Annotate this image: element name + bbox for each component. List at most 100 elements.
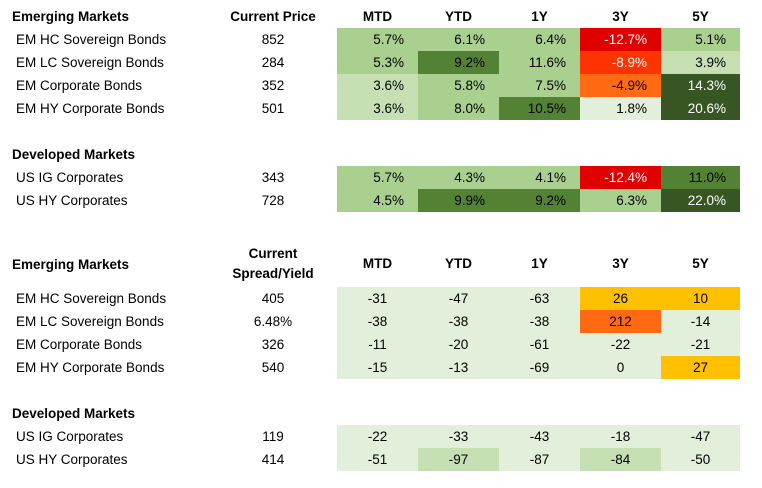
y3-cell: -12.4%: [580, 166, 661, 189]
y1-cell: -61: [499, 333, 580, 356]
row-label: EM HY Corporate Bonds: [16, 101, 165, 116]
metric-cell: 414: [261, 452, 285, 467]
row-label: EM HC Sovereign Bonds: [16, 291, 167, 306]
ytd-cell: -20: [418, 333, 499, 356]
y5-cell: 20.6%: [661, 97, 740, 120]
mtd-cell: 3.6%: [337, 97, 418, 120]
y1-cell: -87: [499, 448, 580, 471]
y5-cell: 10: [661, 287, 740, 310]
y3-cell: 212: [580, 310, 661, 333]
spread-header-line2: Spread/Yield: [232, 266, 314, 281]
spreads-header-row: Emerging Markets Current Spread/Yield MTD…: [0, 241, 740, 287]
y3-cell: 26: [580, 287, 661, 310]
y3-cell: -22: [580, 333, 661, 356]
y3-cell: 0: [580, 356, 661, 379]
row-label: US IG Corporates: [16, 429, 124, 444]
table-row: US IG Corporates 343 5.7% 4.3% 4.1% -12.4% 11.…: [0, 166, 740, 189]
mtd-cell: -38: [337, 310, 418, 333]
row-label: EM Corporate Bonds: [16, 337, 143, 352]
price-header: Current Price: [230, 9, 316, 24]
mtd-cell: -11: [337, 333, 418, 356]
ytd-cell: 8.0%: [418, 97, 499, 120]
group-header: Emerging Markets: [12, 9, 130, 24]
y5-cell: -50: [661, 448, 740, 471]
y5-cell: -14: [661, 310, 740, 333]
ytd-cell: 6.1%: [418, 28, 499, 51]
spreads-table: Emerging Markets Current Spread/Yield MTD…: [0, 241, 740, 471]
y1-cell: 7.5%: [499, 74, 580, 97]
y3-cell: -4.9%: [580, 74, 661, 97]
ytd-header: YTD: [445, 9, 472, 24]
table-row: EM HY Corporate Bonds 501 3.6% 8.0% 10.5% 1.8…: [0, 97, 740, 120]
y5-cell: -21: [661, 333, 740, 356]
metric-cell: 6.48%: [253, 314, 293, 329]
spread-header: Current Spread/Yield: [209, 241, 337, 287]
ytd-cell: -38: [418, 310, 499, 333]
y3-cell: -12.7%: [580, 28, 661, 51]
y1-cell: 9.2%: [499, 189, 580, 212]
ytd-cell: 5.8%: [418, 74, 499, 97]
metric-cell: 352: [261, 78, 285, 93]
y5-cell: 27: [661, 356, 740, 379]
metric-cell: 326: [261, 337, 285, 352]
y1-header: 1Y: [531, 9, 548, 24]
y3-header: 3Y: [612, 9, 629, 24]
row-label: US HY Corporates: [16, 193, 128, 208]
y3-cell: -8.9%: [580, 51, 661, 74]
ytd-cell: -97: [418, 448, 499, 471]
ytd-cell: -33: [418, 425, 499, 448]
table-row: EM Corporate Bonds 352 3.6% 5.8% 7.5% -4.9% 14…: [0, 74, 740, 97]
y3-cell: -18: [580, 425, 661, 448]
ytd-cell: 9.2%: [418, 51, 499, 74]
y1-cell: 4.1%: [499, 166, 580, 189]
row-label: EM HY Corporate Bonds: [16, 360, 165, 375]
mtd-cell: -31: [337, 287, 418, 310]
table-row: EM LC Sovereign Bonds 6.48% -38 -38 -38 212 -1…: [0, 310, 740, 333]
y5-cell: 5.1%: [661, 28, 740, 51]
mtd-cell: -51: [337, 448, 418, 471]
row-label: US HY Corporates: [16, 452, 128, 467]
mtd-header: MTD: [362, 256, 393, 271]
row-label: EM LC Sovereign Bonds: [16, 55, 164, 70]
y5-cell: 3.9%: [661, 51, 740, 74]
y1-cell: 11.6%: [499, 51, 580, 74]
metric-cell: 540: [261, 360, 285, 375]
mtd-header: MTD: [362, 9, 393, 24]
y5-cell: 14.3%: [661, 74, 740, 97]
y1-cell: -43: [499, 425, 580, 448]
metric-cell: 284: [261, 55, 285, 70]
table-row: EM HY Corporate Bonds 540 -15 -13 -69 0 27: [0, 356, 740, 379]
group-header: Emerging Markets: [12, 256, 130, 272]
mtd-cell: 5.7%: [337, 166, 418, 189]
mtd-cell: -22: [337, 425, 418, 448]
table-row: EM HC Sovereign Bonds 405 -31 -47 -63 26 10: [0, 287, 740, 310]
y5-cell: 11.0%: [661, 166, 740, 189]
mtd-cell: 5.7%: [337, 28, 418, 51]
table-row: US HY Corporates 728 4.5% 9.9% 9.2% 6.3% 22.0%: [0, 189, 740, 212]
ytd-cell: -13: [418, 356, 499, 379]
spread-header-line1: Current: [248, 246, 298, 261]
ytd-cell: 9.9%: [418, 189, 499, 212]
y5-header: 5Y: [692, 256, 709, 271]
y5-header: 5Y: [692, 9, 709, 24]
mtd-cell: -15: [337, 356, 418, 379]
ytd-header: YTD: [445, 256, 472, 271]
table-row: EM Corporate Bonds 326 -11 -20 -61 -22 -21: [0, 333, 740, 356]
metric-cell: 119: [262, 429, 284, 444]
dm-group-header: Developed Markets: [12, 406, 136, 421]
dm-header-row: Developed Markets: [0, 402, 740, 425]
y3-cell: 6.3%: [580, 189, 661, 212]
table-row: EM HC Sovereign Bonds 852 5.7% 6.1% 6.4% -12.…: [0, 28, 740, 51]
ytd-cell: -47: [418, 287, 499, 310]
row-label: US IG Corporates: [16, 170, 124, 185]
y5-cell: -47: [661, 425, 740, 448]
y1-cell: 6.4%: [499, 28, 580, 51]
row-label: EM LC Sovereign Bonds: [16, 314, 164, 329]
dm-header-row: Developed Markets: [0, 143, 740, 166]
metric-cell: 852: [261, 32, 285, 47]
y1-cell: -38: [499, 310, 580, 333]
table-row: US HY Corporates 414 -51 -97 -87 -84 -50: [0, 448, 740, 471]
mtd-cell: 3.6%: [337, 74, 418, 97]
y1-cell: -69: [499, 356, 580, 379]
